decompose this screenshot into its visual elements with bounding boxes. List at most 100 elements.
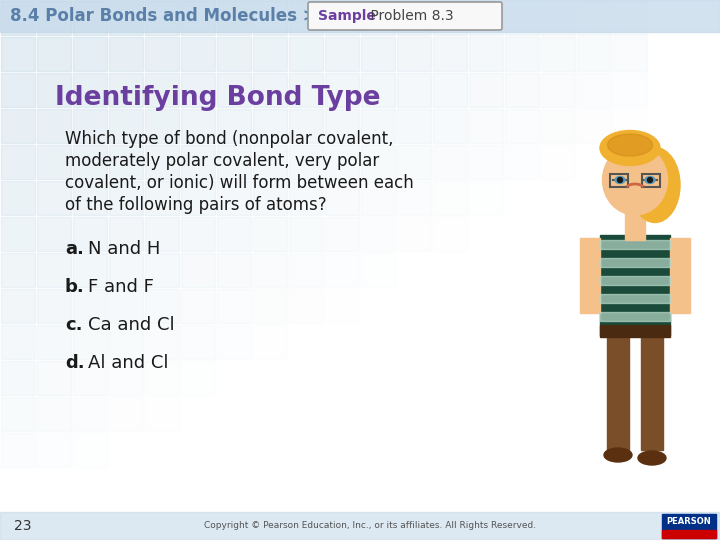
Bar: [37, 217, 71, 251]
Text: Ca and Cl: Ca and Cl: [88, 316, 175, 334]
Bar: [289, 253, 323, 287]
Bar: [37, 1, 71, 35]
Bar: [1, 289, 35, 323]
Bar: [109, 109, 143, 143]
Bar: [505, 145, 539, 179]
Bar: [181, 325, 215, 359]
Bar: [181, 181, 215, 215]
Bar: [361, 145, 395, 179]
Bar: [662, 514, 716, 538]
Bar: [397, 1, 431, 35]
Bar: [217, 253, 251, 287]
Bar: [73, 397, 107, 431]
Bar: [73, 181, 107, 215]
Text: Problem 8.3: Problem 8.3: [366, 9, 454, 23]
Text: covalent, or ionic) will form between each: covalent, or ionic) will form between ea…: [65, 174, 414, 192]
Bar: [145, 397, 179, 431]
Bar: [541, 145, 575, 179]
Bar: [397, 145, 431, 179]
Bar: [541, 37, 575, 71]
Bar: [625, 205, 645, 240]
Bar: [433, 37, 467, 71]
Bar: [253, 325, 287, 359]
Bar: [181, 217, 215, 251]
Bar: [600, 276, 670, 285]
Bar: [253, 253, 287, 287]
Bar: [600, 235, 670, 335]
Bar: [109, 73, 143, 107]
Bar: [73, 73, 107, 107]
Bar: [325, 73, 359, 107]
Bar: [1, 325, 35, 359]
Bar: [73, 145, 107, 179]
Bar: [181, 1, 215, 35]
Bar: [73, 109, 107, 143]
Bar: [109, 253, 143, 287]
Bar: [217, 217, 251, 251]
Bar: [181, 361, 215, 395]
Bar: [109, 325, 143, 359]
Bar: [289, 217, 323, 251]
Bar: [0, 0, 720, 32]
Bar: [600, 240, 670, 249]
Bar: [289, 37, 323, 71]
Bar: [37, 73, 71, 107]
Bar: [361, 73, 395, 107]
Bar: [73, 289, 107, 323]
Bar: [469, 73, 503, 107]
Bar: [397, 217, 431, 251]
Bar: [641, 330, 663, 450]
Bar: [1, 73, 35, 107]
Bar: [37, 253, 71, 287]
Ellipse shape: [600, 131, 660, 165]
Bar: [109, 361, 143, 395]
Bar: [613, 73, 647, 107]
Bar: [145, 253, 179, 287]
Bar: [145, 325, 179, 359]
Bar: [109, 1, 143, 35]
Ellipse shape: [604, 448, 632, 462]
Bar: [253, 109, 287, 143]
Bar: [181, 109, 215, 143]
Ellipse shape: [638, 451, 666, 465]
Bar: [145, 1, 179, 35]
Bar: [397, 73, 431, 107]
Bar: [37, 37, 71, 71]
Bar: [1, 253, 35, 287]
Bar: [217, 145, 251, 179]
Bar: [670, 238, 690, 313]
Bar: [580, 238, 600, 313]
Bar: [325, 1, 359, 35]
Bar: [433, 145, 467, 179]
Bar: [0, 512, 720, 540]
Bar: [37, 361, 71, 395]
Bar: [145, 181, 179, 215]
Bar: [610, 174, 628, 187]
Bar: [37, 397, 71, 431]
Bar: [325, 181, 359, 215]
Bar: [181, 289, 215, 323]
Bar: [289, 289, 323, 323]
Bar: [217, 37, 251, 71]
Text: Sample: Sample: [318, 9, 376, 23]
Bar: [433, 217, 467, 251]
Bar: [325, 145, 359, 179]
Bar: [505, 1, 539, 35]
Bar: [600, 258, 670, 267]
Bar: [217, 325, 251, 359]
Ellipse shape: [608, 134, 652, 156]
Text: Identifying Bond Type: Identifying Bond Type: [55, 85, 380, 111]
Bar: [397, 37, 431, 71]
Bar: [600, 294, 670, 303]
Bar: [577, 109, 611, 143]
Bar: [145, 217, 179, 251]
Bar: [541, 1, 575, 35]
Bar: [73, 37, 107, 71]
Bar: [253, 73, 287, 107]
Bar: [73, 1, 107, 35]
Bar: [1, 1, 35, 35]
Bar: [361, 181, 395, 215]
Bar: [505, 37, 539, 71]
Bar: [1, 433, 35, 467]
Ellipse shape: [630, 147, 680, 222]
